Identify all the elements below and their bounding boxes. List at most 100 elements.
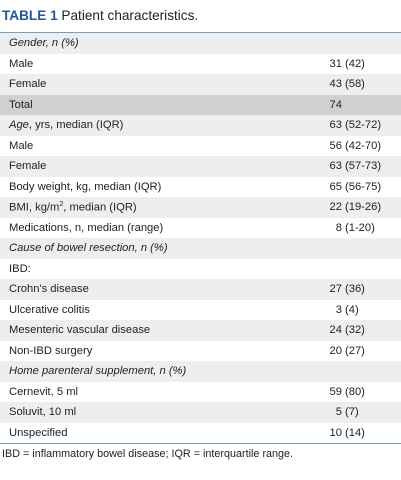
row-label: Unspecified <box>0 422 318 443</box>
row-value <box>318 33 401 54</box>
value-number: 22 <box>329 201 342 214</box>
row-value: 63 (57-73) <box>318 156 401 177</box>
row-value: 74 <box>318 94 401 115</box>
row-value <box>318 361 401 382</box>
row-value-text: 63 (52-72) <box>318 119 382 132</box>
value-range: (42-70) <box>345 139 382 152</box>
table-row: Age, yrs, median (IQR) 63 (52-72) <box>0 115 401 136</box>
value-number: 5 <box>335 406 342 419</box>
row-value: 5 (7) <box>318 402 401 423</box>
row-label: Cause of bowel resection, n (%) <box>0 238 318 259</box>
row-label-text: Crohn's disease <box>9 283 89 296</box>
table-row: Cernevit, 5 ml 59 (80) <box>0 381 401 402</box>
table-row: Female 43 (58) <box>0 74 401 95</box>
row-value: 65 (56-75) <box>318 176 401 197</box>
table-row: Total 74 <box>0 94 401 115</box>
value-range: (4) <box>345 303 359 316</box>
value-range: (57-73) <box>345 160 382 173</box>
table-row: Female 63 (57-73) <box>0 156 401 177</box>
value-number: 20 <box>329 344 342 357</box>
row-label: Age, yrs, median (IQR) <box>0 115 318 136</box>
table-row: Unspecified 10 (14) <box>0 422 401 443</box>
row-label: Soluvit, 10 ml <box>0 402 318 423</box>
row-value-text: 10 (14) <box>318 427 365 439</box>
value-number: 3 <box>335 303 342 316</box>
value-range: (14) <box>345 426 365 439</box>
value-range: (19-26) <box>345 201 382 214</box>
value-range: (1-20) <box>345 221 375 234</box>
row-value: 27 (36) <box>318 279 401 300</box>
row-label-text: Male <box>9 57 34 70</box>
value-range: (27) <box>345 344 365 357</box>
value-number: 65 <box>329 180 342 193</box>
table-body: Gender, n (%) Male 31 (42) Female 43 (58) Total… <box>0 33 401 443</box>
row-value-text: 59 (80) <box>318 386 365 398</box>
row-label: Gender, n (%) <box>0 33 318 54</box>
row-value-text: 27 (36) <box>318 283 365 295</box>
table-row: Ulcerative colitis 3 (4) <box>0 299 401 320</box>
row-label-text: Home parenteral supplement, n (%) <box>9 365 187 378</box>
row-label: Body weight, kg, median (IQR) <box>0 176 318 197</box>
row-label-italic: Age <box>9 119 29 132</box>
table-row: Soluvit, 10 ml 5 (7) <box>0 402 401 423</box>
row-value: 3 (4) <box>318 299 401 320</box>
row-label: Male <box>0 135 318 156</box>
row-label: Mesenteric vascular disease <box>0 320 318 341</box>
value-range: (7) <box>345 406 359 419</box>
table-row: Non-IBD surgery 20 (27) <box>0 340 401 361</box>
row-value: 10 (14) <box>318 422 401 443</box>
row-label-text: Mesenteric vascular disease <box>9 324 151 337</box>
row-label-rest: , median (IQR) <box>63 201 137 214</box>
row-value-text: 65 (56-75) <box>318 180 382 193</box>
row-label-text: Cernevit, 5 ml <box>9 385 79 398</box>
value-number: 43 <box>329 78 342 91</box>
value-range: (80) <box>345 385 365 398</box>
value-number: 10 <box>329 426 342 439</box>
row-label: Home parenteral supplement, n (%) <box>0 361 318 382</box>
table-row: Male 31 (42) <box>0 53 401 74</box>
value-range: (42) <box>345 57 365 70</box>
row-label-text: Female <box>9 160 47 173</box>
row-label: Female <box>0 74 318 95</box>
row-value: 22 (19-26) <box>318 197 401 218</box>
row-value: 24 (32) <box>318 320 401 341</box>
value-number: 8 <box>335 221 342 234</box>
row-value: 56 (42-70) <box>318 135 401 156</box>
row-value-text: 31 (42) <box>318 58 365 70</box>
table-row: Gender, n (%) <box>0 33 401 54</box>
row-label-text: Gender, n (%) <box>9 37 79 50</box>
value-number: 63 <box>329 119 342 132</box>
value-range: (56-75) <box>345 180 382 193</box>
table-number: TABLE 1 <box>2 8 58 23</box>
row-label-text: Body weight, kg, median (IQR) <box>9 180 162 193</box>
row-label-text: Total <box>9 98 33 111</box>
row-value-text: 43 (58) <box>318 78 365 90</box>
row-label-text: Medications, n, median (range) <box>9 221 164 234</box>
row-label: Total <box>0 94 318 115</box>
row-value-text: 56 (42-70) <box>318 139 382 152</box>
value-number: 31 <box>329 57 342 70</box>
row-label: Ulcerative colitis <box>0 299 318 320</box>
table-row: Medications, n, median (range) 8 (1-20) <box>0 217 401 238</box>
value-number: 63 <box>329 160 342 173</box>
table-row: IBD: <box>0 258 401 279</box>
table-row: Male 56 (42-70) <box>0 135 401 156</box>
row-value: 8 (1-20) <box>318 217 401 238</box>
row-label: Crohn's disease <box>0 279 318 300</box>
table-row: Cause of bowel resection, n (%) <box>0 238 401 259</box>
table-row: Body weight, kg, median (IQR) 65 (56-75) <box>0 176 401 197</box>
row-label: IBD: <box>0 258 318 279</box>
row-label-text: Female <box>9 78 47 91</box>
table-row: Home parenteral supplement, n (%) <box>0 361 401 382</box>
row-label-pre: BMI, kg/m <box>9 201 60 214</box>
value-number: 59 <box>329 385 342 398</box>
value-range: (32) <box>345 324 365 337</box>
row-value <box>318 258 401 279</box>
row-value: 63 (52-72) <box>318 115 401 136</box>
row-label-text: Non-IBD surgery <box>9 344 93 357</box>
row-label: Male <box>0 53 318 74</box>
row-label-text: Unspecified <box>9 426 68 439</box>
value-number: 27 <box>329 283 342 296</box>
row-value: 31 (42) <box>318 53 401 74</box>
